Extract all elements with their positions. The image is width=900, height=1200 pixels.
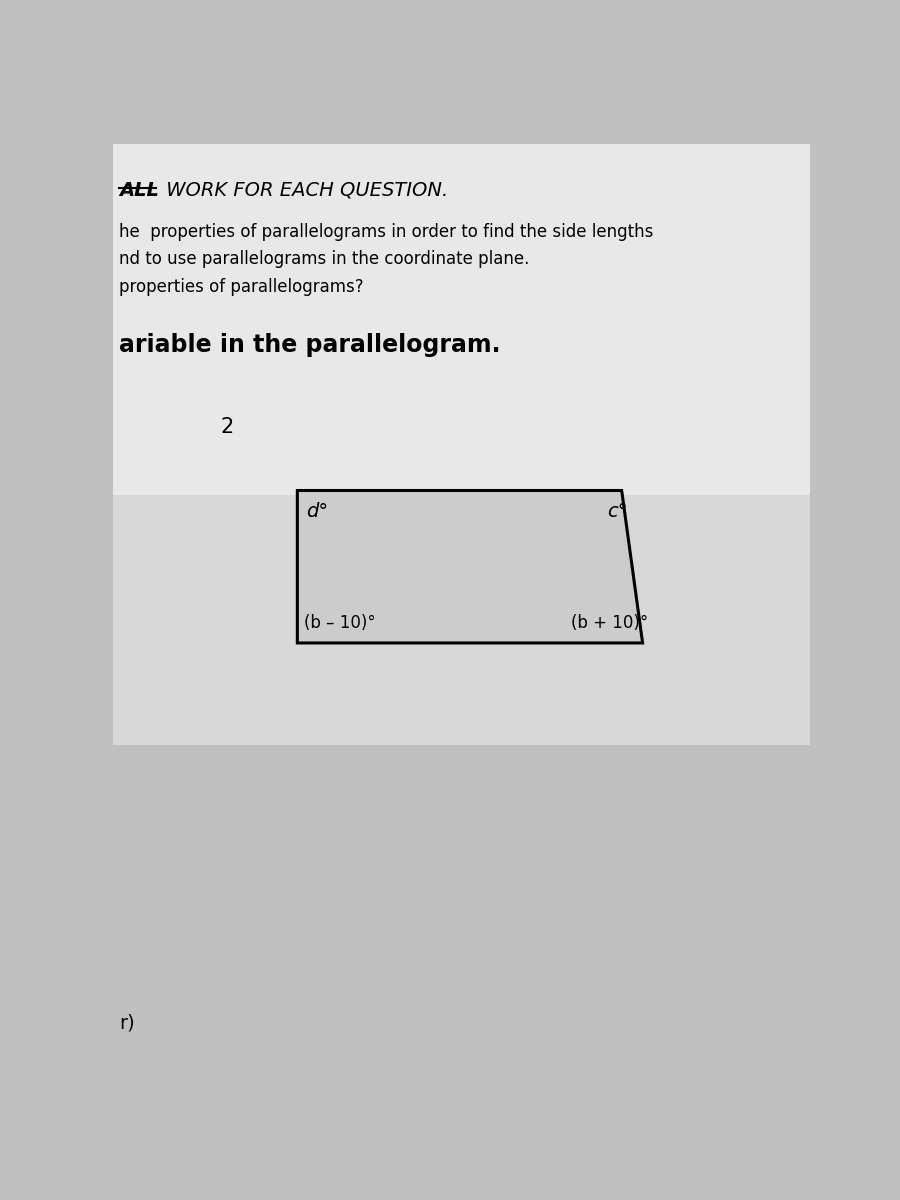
Text: c°: c° [607, 502, 627, 521]
Bar [112, 144, 810, 496]
Text: ariable in the parallelogram.: ariable in the parallelogram. [120, 334, 501, 358]
Text: r): r) [120, 1014, 135, 1033]
Text: d°: d° [306, 502, 328, 521]
Text: (b – 10)°: (b – 10)° [304, 614, 376, 632]
Text: he  properties of parallelograms in order to find the side lengths: he properties of parallelograms in order… [120, 222, 653, 240]
Text: ALL: ALL [120, 181, 159, 200]
Text: (b + 10)°: (b + 10)° [571, 614, 648, 632]
Polygon shape [297, 491, 643, 643]
Text: nd to use parallelograms in the coordinate plane.: nd to use parallelograms in the coordina… [120, 251, 530, 269]
Bar [112, 496, 810, 744]
Text: 2: 2 [220, 416, 234, 437]
Text: properties of parallelograms?: properties of parallelograms? [120, 278, 364, 296]
Text: WORK FOR EACH QUESTION.: WORK FOR EACH QUESTION. [160, 181, 448, 200]
